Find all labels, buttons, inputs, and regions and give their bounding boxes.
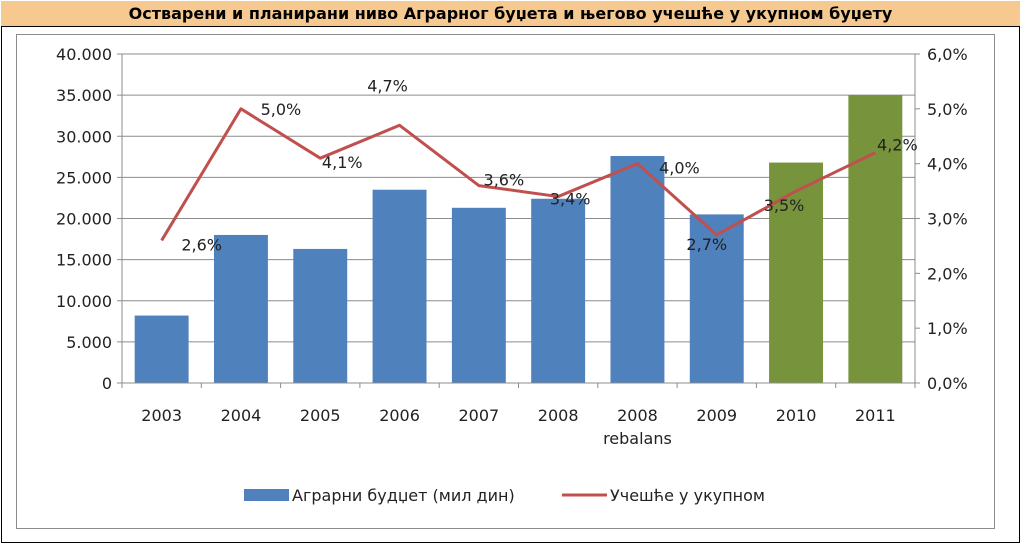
x-tick-label: 2011 [855, 406, 896, 425]
bar-2008-rebalans [610, 155, 665, 383]
legend-label-line: Учешће у укупном [610, 486, 765, 505]
x-tick-label: 2004 [221, 406, 262, 425]
x-tick-label: 2008 [538, 406, 579, 425]
right-tick-label: 3,0% [927, 210, 968, 229]
line-data-label: 4,0% [659, 159, 700, 178]
bar-2008 [531, 198, 586, 383]
x-tick-label: rebalans [603, 429, 672, 448]
left-tick-label: 20.000 [56, 210, 112, 229]
right-tick-label: 5,0% [927, 100, 968, 119]
x-tick-label: 2005 [300, 406, 341, 425]
bar-2007 [451, 207, 506, 383]
legend-swatch-bars [244, 489, 289, 501]
x-tick-label: 2008 [617, 406, 658, 425]
line-data-label: 3,6% [484, 171, 525, 190]
bar-2006 [372, 189, 427, 383]
x-tick-label: 2003 [141, 406, 182, 425]
bar-2004 [213, 234, 268, 383]
right-tick-label: 6,0% [927, 45, 968, 64]
bar-2011 [848, 95, 903, 383]
line-data-label: 2,7% [686, 235, 727, 254]
line-data-label: 2,6% [181, 235, 222, 254]
left-tick-label: 40.000 [56, 45, 112, 64]
right-tick-label: 4,0% [927, 155, 968, 174]
left-tick-label: 10.000 [56, 292, 112, 311]
line-data-label: 4,1% [322, 153, 363, 172]
left-tick-label: 15.000 [56, 251, 112, 270]
chart-title: Остварени и планирани ниво Аграрног буџе… [1, 1, 1020, 27]
line-data-label: 4,2% [877, 136, 918, 155]
line-data-label: 5,0% [261, 100, 302, 119]
left-tick-label: 5.000 [66, 333, 112, 352]
left-tick-label: 0 [102, 374, 112, 393]
share-line [160, 107, 877, 242]
left-tick-label: 35.000 [56, 86, 112, 105]
x-tick-label: 2009 [696, 406, 737, 425]
x-tick-label: 2007 [458, 406, 499, 425]
right-tick-label: 1,0% [927, 319, 968, 338]
legend-label-bars: Аграрни будџет (мил дин) [292, 486, 515, 505]
bar-2005 [293, 248, 348, 383]
right-tick-label: 2,0% [927, 264, 968, 283]
right-tick-label: 0,0% [927, 374, 968, 393]
left-tick-label: 30.000 [56, 127, 112, 146]
line-data-label: 3,5% [764, 196, 805, 215]
bar-2010 [769, 162, 824, 383]
bar-2009 [689, 214, 744, 383]
line-data-label: 4,7% [367, 76, 408, 95]
x-tick-label: 2006 [379, 406, 420, 425]
bar-2003 [134, 315, 189, 383]
line-data-label: 3,4% [550, 190, 591, 209]
left-tick-label: 25.000 [56, 168, 112, 187]
x-tick-label: 2010 [776, 406, 817, 425]
